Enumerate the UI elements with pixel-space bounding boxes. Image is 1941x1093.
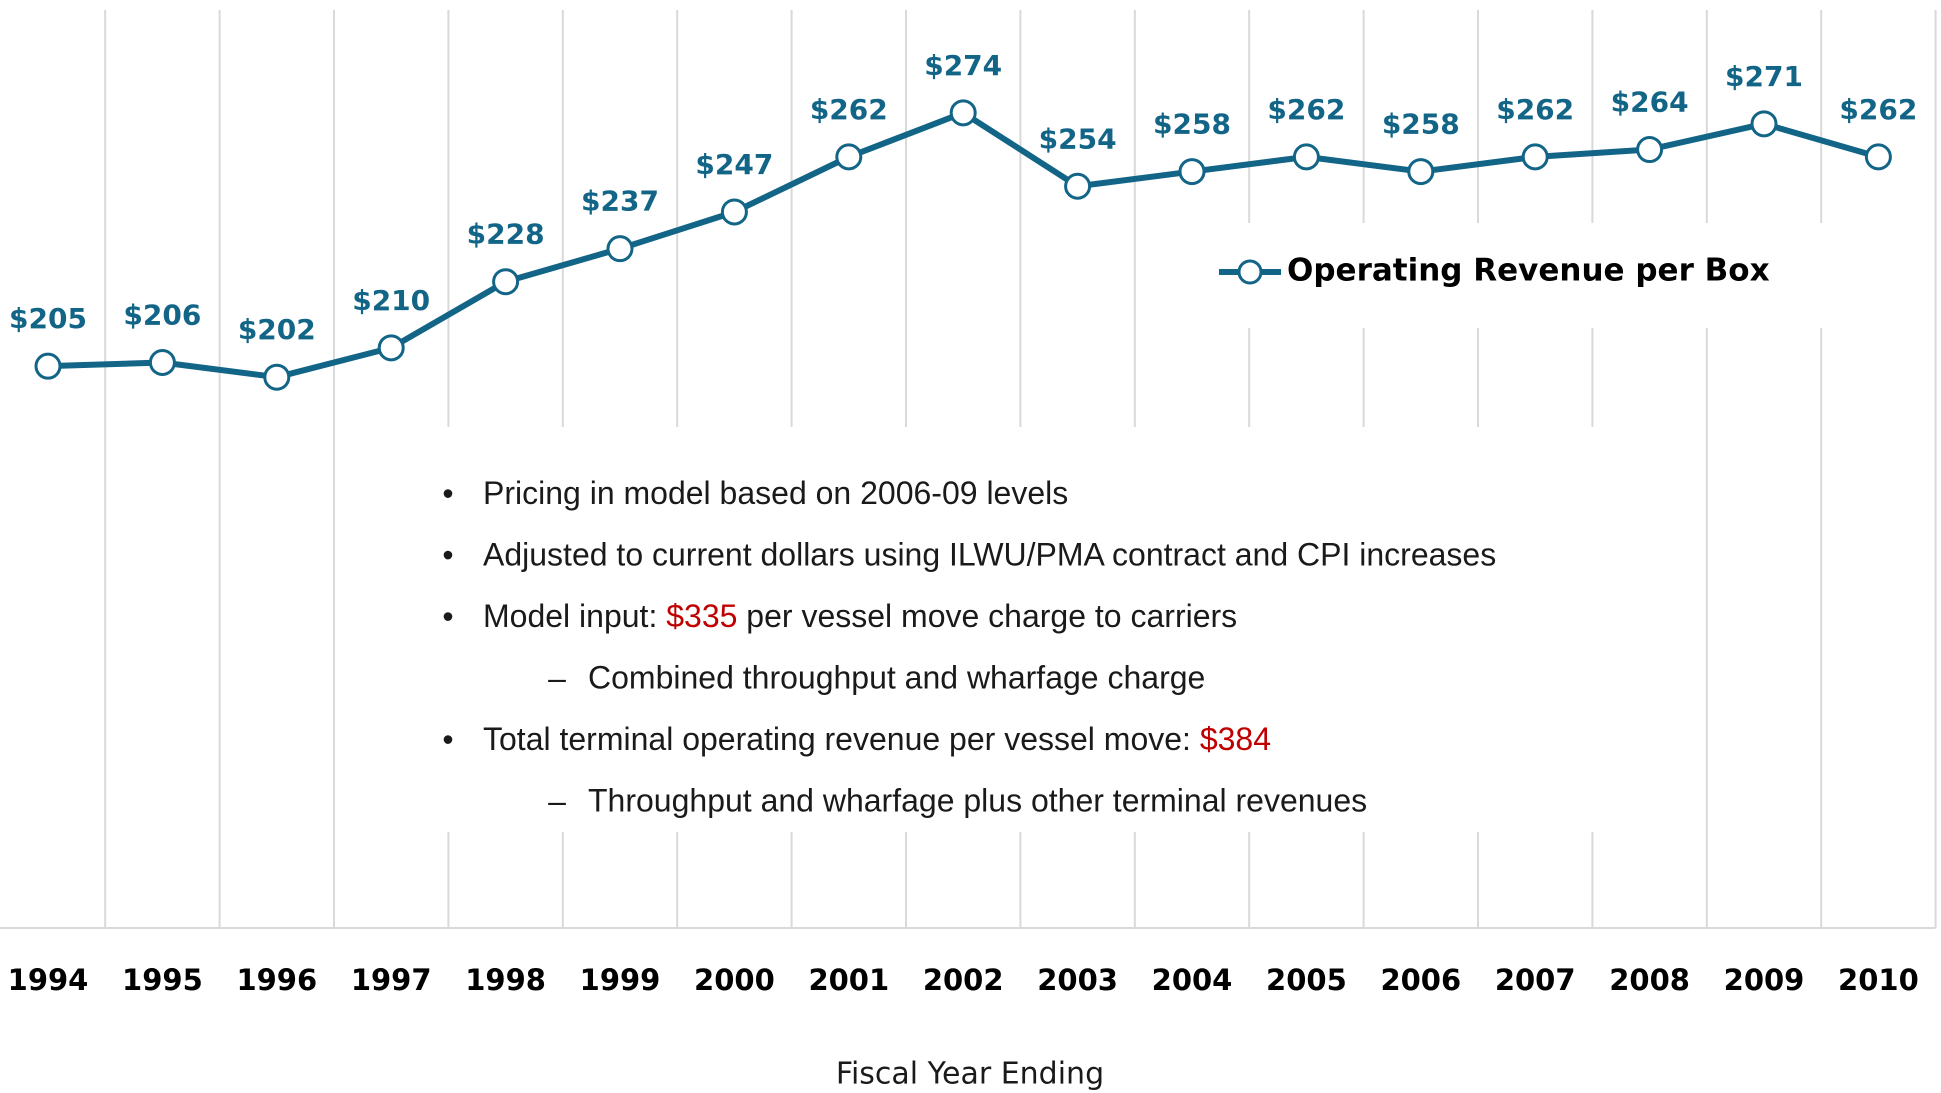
x-tick-label: 2005: [1266, 963, 1347, 997]
data-point: [1407, 158, 1435, 186]
data-label: $262: [1839, 93, 1917, 126]
bullet: –: [548, 660, 566, 696]
x-tick-label: 2010: [1838, 963, 1919, 997]
x-tick-label: 2008: [1609, 963, 1690, 997]
data-label: $247: [695, 148, 773, 181]
data-point: [492, 268, 520, 296]
note-text: Total terminal operating revenue per ves…: [483, 721, 1271, 757]
data-point: [263, 363, 291, 391]
x-axis-title: Fiscal Year Ending: [836, 1057, 1104, 1092]
note-text: Pricing in model based on 2006-09 levels: [483, 475, 1068, 511]
x-tick-label: 2000: [694, 963, 775, 997]
data-label: $254: [1039, 122, 1117, 155]
note-part: Adjusted to current dollars using ILWU/P…: [483, 537, 1496, 573]
x-tick-label: 2009: [1724, 963, 1805, 997]
data-label: $210: [352, 284, 430, 317]
data-label: $264: [1611, 86, 1689, 119]
data-point: [1636, 136, 1664, 164]
bullet: •: [442, 721, 453, 757]
note-text: Model input: $335 per vessel move charge…: [483, 598, 1237, 634]
legend-marker: [1237, 259, 1263, 285]
data-point: [835, 143, 863, 171]
data-point: [1178, 158, 1206, 186]
legend-background: [1207, 223, 1826, 328]
note-text: Throughput and wharfage plus other termi…: [588, 783, 1367, 819]
notes-background: [433, 427, 1696, 832]
bullet: •: [442, 475, 453, 511]
data-label: $206: [123, 299, 201, 332]
data-point: [1064, 172, 1092, 200]
data-point: [1750, 110, 1778, 138]
data-label: $262: [1496, 93, 1574, 126]
x-tick-label: 2004: [1152, 963, 1233, 997]
note-part: Throughput and wharfage plus other termi…: [588, 783, 1367, 819]
note-part: $384: [1200, 721, 1271, 757]
x-tick-label: 2003: [1037, 963, 1118, 997]
x-tick-label: 1997: [351, 963, 432, 997]
x-tick-label: 1996: [236, 963, 317, 997]
note-text: Combined throughput and wharfage charge: [588, 660, 1205, 696]
x-tick-label: 1994: [8, 963, 89, 997]
note-part: Pricing in model based on 2006-09 levels: [483, 475, 1068, 511]
data-label: $202: [238, 313, 316, 346]
data-label: $262: [1267, 93, 1345, 126]
x-tick-label: 2007: [1495, 963, 1576, 997]
data-point: [148, 349, 176, 377]
note-part: $335: [666, 598, 737, 634]
x-tick-label: 1999: [580, 963, 661, 997]
note-part: Model input:: [483, 598, 666, 634]
x-tick-label: 2006: [1380, 963, 1461, 997]
data-point: [1864, 143, 1892, 171]
note-part: per vessel move charge to carriers: [737, 598, 1237, 634]
data-point: [1292, 143, 1320, 171]
bullet: –: [548, 783, 566, 819]
x-tick-label: 2001: [808, 963, 889, 997]
x-tick-label: 1998: [465, 963, 546, 997]
x-tick-label: 2002: [923, 963, 1004, 997]
legend-label: Operating Revenue per Box: [1287, 253, 1770, 289]
data-label: $271: [1725, 60, 1803, 93]
bullet: •: [442, 537, 453, 573]
data-label: $258: [1382, 108, 1460, 141]
x-tick-label: 1995: [122, 963, 203, 997]
data-point: [949, 99, 977, 127]
data-point: [377, 334, 405, 362]
data-label: $262: [810, 93, 888, 126]
note-part: Combined throughput and wharfage charge: [588, 660, 1205, 696]
data-point: [34, 352, 62, 380]
bullet: •: [442, 598, 453, 634]
data-point: [606, 235, 634, 263]
data-label: $258: [1153, 108, 1231, 141]
data-label: $274: [924, 49, 1002, 82]
data-label: $205: [9, 302, 87, 335]
note-text: Adjusted to current dollars using ILWU/P…: [483, 537, 1496, 573]
data-label: $228: [467, 218, 545, 251]
data-point: [720, 198, 748, 226]
data-label: $237: [581, 185, 659, 218]
note-part: Total terminal operating revenue per ves…: [483, 721, 1200, 757]
data-point: [1521, 143, 1549, 171]
